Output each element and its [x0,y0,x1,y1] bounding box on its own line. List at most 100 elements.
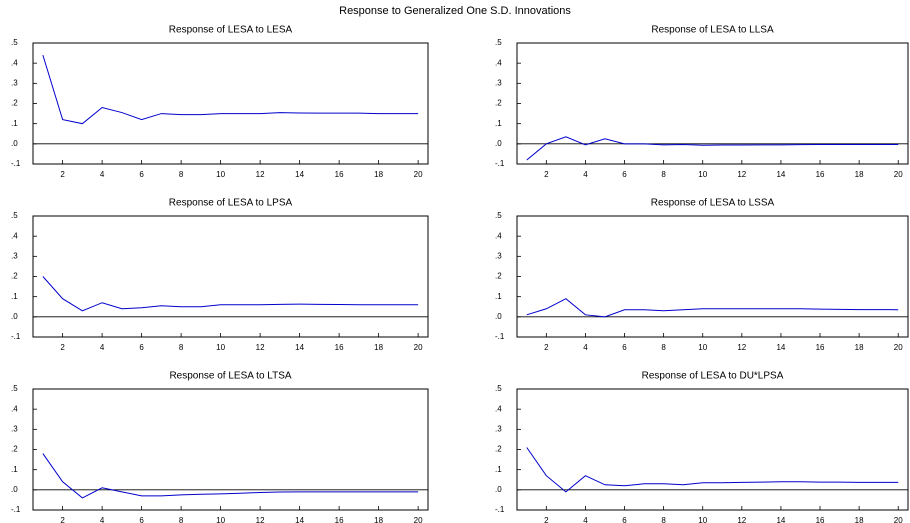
y-tick-label: .0 [11,139,18,148]
x-tick-label: 6 [622,343,627,352]
x-tick-label: 2 [60,516,65,523]
x-tick-label: 8 [661,516,666,523]
y-tick-label: -.1 [11,505,21,514]
y-tick-label: .3 [495,424,502,433]
y-tick-label: .4 [11,231,18,240]
series-line [527,137,898,160]
x-tick-label: 2 [544,343,549,352]
x-tick-label: 20 [414,516,423,523]
x-tick-label: 2 [544,170,549,179]
panel-title: Response of LESA to DU*LPSA [642,371,784,382]
x-tick-label: 20 [894,343,903,352]
series-line [527,447,898,491]
x-tick-label: 14 [776,343,785,352]
x-tick-label: 14 [776,516,785,523]
y-tick-label: .2 [11,445,18,454]
y-tick-label: .2 [11,99,18,108]
y-tick-label: .5 [495,38,502,47]
y-tick-label: .4 [11,404,18,413]
y-tick-label: .5 [11,211,18,220]
x-tick-label: 16 [816,516,825,523]
y-tick-label: .2 [495,272,502,281]
y-tick-label: .5 [11,384,18,393]
y-tick-label: .3 [11,78,18,87]
y-tick-label: .0 [495,485,502,494]
y-tick-label: .3 [495,251,502,260]
x-tick-label: 16 [816,170,825,179]
x-tick-label: 16 [335,170,344,179]
x-tick-label: 10 [216,343,225,352]
y-tick-label: .1 [495,292,502,301]
y-tick-label: -.1 [11,159,21,168]
x-tick-label: 8 [179,516,184,523]
x-tick-label: 6 [139,343,144,352]
x-tick-label: 16 [816,343,825,352]
y-tick-label: -.1 [495,332,505,341]
chart: Response to Generalized One S.D. Innovat… [0,0,910,523]
x-tick-label: 20 [894,516,903,523]
x-tick-label: 2 [544,516,549,523]
x-tick-label: 8 [661,343,666,352]
y-tick-label: .3 [11,251,18,260]
y-tick-label: -.1 [495,505,505,514]
x-tick-label: 18 [855,516,864,523]
x-tick-label: 12 [256,516,265,523]
x-tick-label: 4 [100,516,105,523]
x-tick-label: 12 [737,343,746,352]
y-tick-label: .4 [495,231,502,240]
y-tick-label: .0 [495,312,502,321]
y-tick-label: .2 [495,99,502,108]
x-tick-label: 2 [60,170,65,179]
x-tick-label: 4 [583,343,588,352]
x-tick-label: 4 [100,170,105,179]
x-tick-label: 12 [256,343,265,352]
series-line [43,454,418,498]
x-tick-label: 12 [737,516,746,523]
x-tick-label: 18 [855,343,864,352]
x-tick-label: 18 [374,170,383,179]
x-tick-label: 10 [698,343,707,352]
x-tick-label: 18 [374,516,383,523]
x-tick-label: 6 [622,516,627,523]
y-tick-label: .2 [495,445,502,454]
series-line [43,55,418,124]
x-tick-label: 4 [100,343,105,352]
x-tick-label: 10 [216,170,225,179]
x-tick-label: 20 [414,170,423,179]
y-tick-label: .5 [495,211,502,220]
x-tick-label: 4 [583,170,588,179]
y-tick-label: .5 [495,384,502,393]
y-tick-label: .4 [495,58,502,67]
y-tick-label: .4 [495,404,502,413]
x-tick-label: 16 [335,516,344,523]
x-tick-label: 10 [698,170,707,179]
x-tick-label: 12 [256,170,265,179]
x-tick-label: 14 [295,516,304,523]
panel-title: Response of LESA to LLSA [651,25,774,36]
plot-frame [517,216,908,337]
series-line [43,277,418,311]
y-tick-label: .1 [11,292,18,301]
panel-title: Response of LESA to LSSA [651,198,775,209]
plot-frame [517,43,908,164]
panel-title: Response of LESA to LTSA [169,371,291,382]
x-tick-label: 12 [737,170,746,179]
series-line [527,299,898,317]
y-tick-label: -.1 [11,332,21,341]
x-tick-label: 6 [139,516,144,523]
main-title: Response to Generalized One S.D. Innovat… [339,5,571,17]
panel-title: Response of LESA to LESA [169,25,293,36]
x-tick-label: 20 [894,170,903,179]
y-tick-label: .0 [495,139,502,148]
y-tick-label: .3 [495,78,502,87]
x-tick-label: 20 [414,343,423,352]
panel-title: Response of LESA to LPSA [169,198,293,209]
x-tick-label: 10 [698,516,707,523]
y-tick-label: .1 [495,465,502,474]
y-tick-label: .5 [11,38,18,47]
y-tick-label: .2 [11,272,18,281]
y-tick-label: .1 [495,119,502,128]
plot-frame [33,43,428,164]
x-tick-label: 2 [60,343,65,352]
y-tick-label: .0 [11,485,18,494]
